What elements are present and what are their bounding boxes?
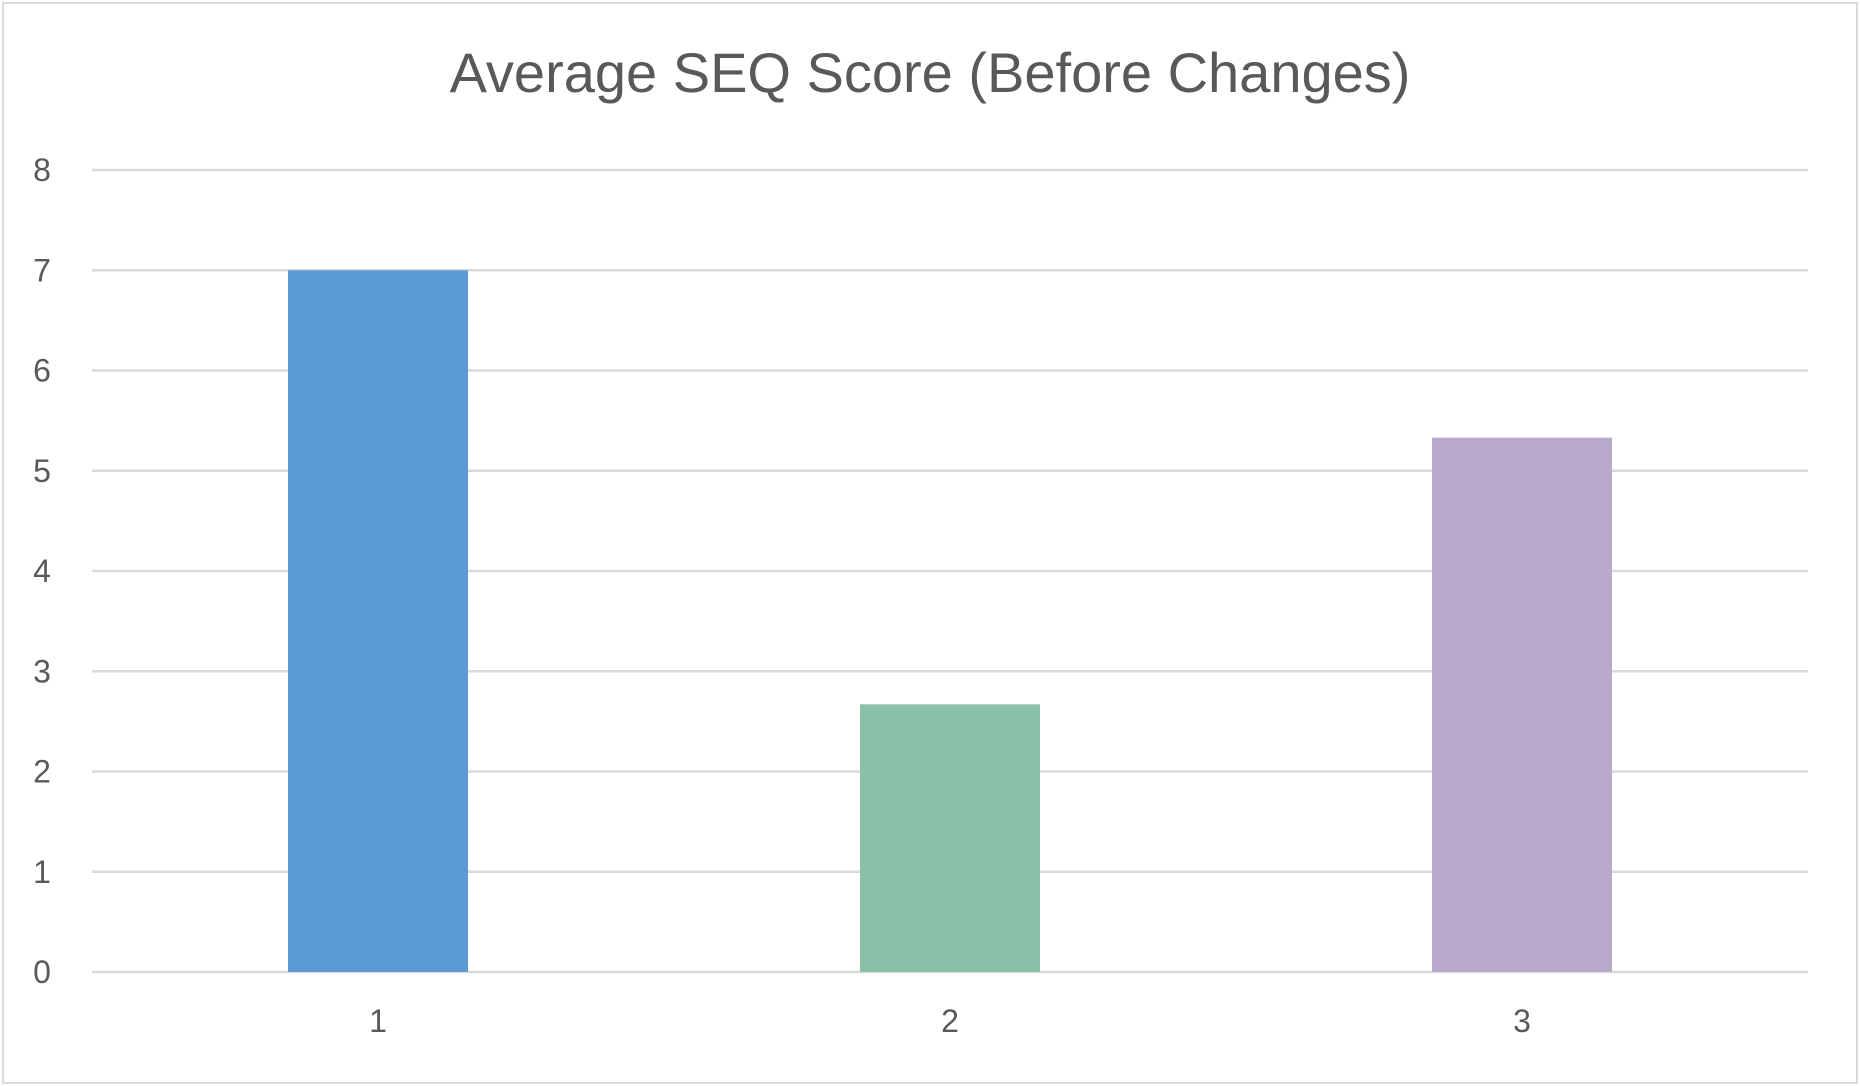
bar-2 xyxy=(860,704,1040,972)
y-tick-label: 3 xyxy=(33,653,51,689)
bar-3 xyxy=(1432,437,1612,973)
x-axis-tick-labels: 1 2 3 xyxy=(369,1003,1531,1039)
x-tick-label: 3 xyxy=(1513,1003,1531,1039)
bar-1 xyxy=(288,270,468,972)
y-tick-label: 2 xyxy=(33,754,51,790)
x-tick-label: 2 xyxy=(941,1003,959,1039)
y-tick-label: 6 xyxy=(33,353,51,389)
x-tick-label: 1 xyxy=(369,1003,387,1039)
y-tick-label: 7 xyxy=(33,252,51,288)
y-tick-label: 5 xyxy=(33,453,51,489)
y-tick-label: 1 xyxy=(33,854,51,890)
y-tick-label: 8 xyxy=(33,152,51,188)
y-tick-label: 4 xyxy=(33,553,51,589)
y-tick-label: 0 xyxy=(33,954,51,990)
y-axis-tick-labels: 0 1 2 3 4 5 6 7 8 xyxy=(33,152,51,990)
chart-title: Average SEQ Score (Before Changes) xyxy=(449,41,1411,104)
bars xyxy=(288,270,1612,973)
